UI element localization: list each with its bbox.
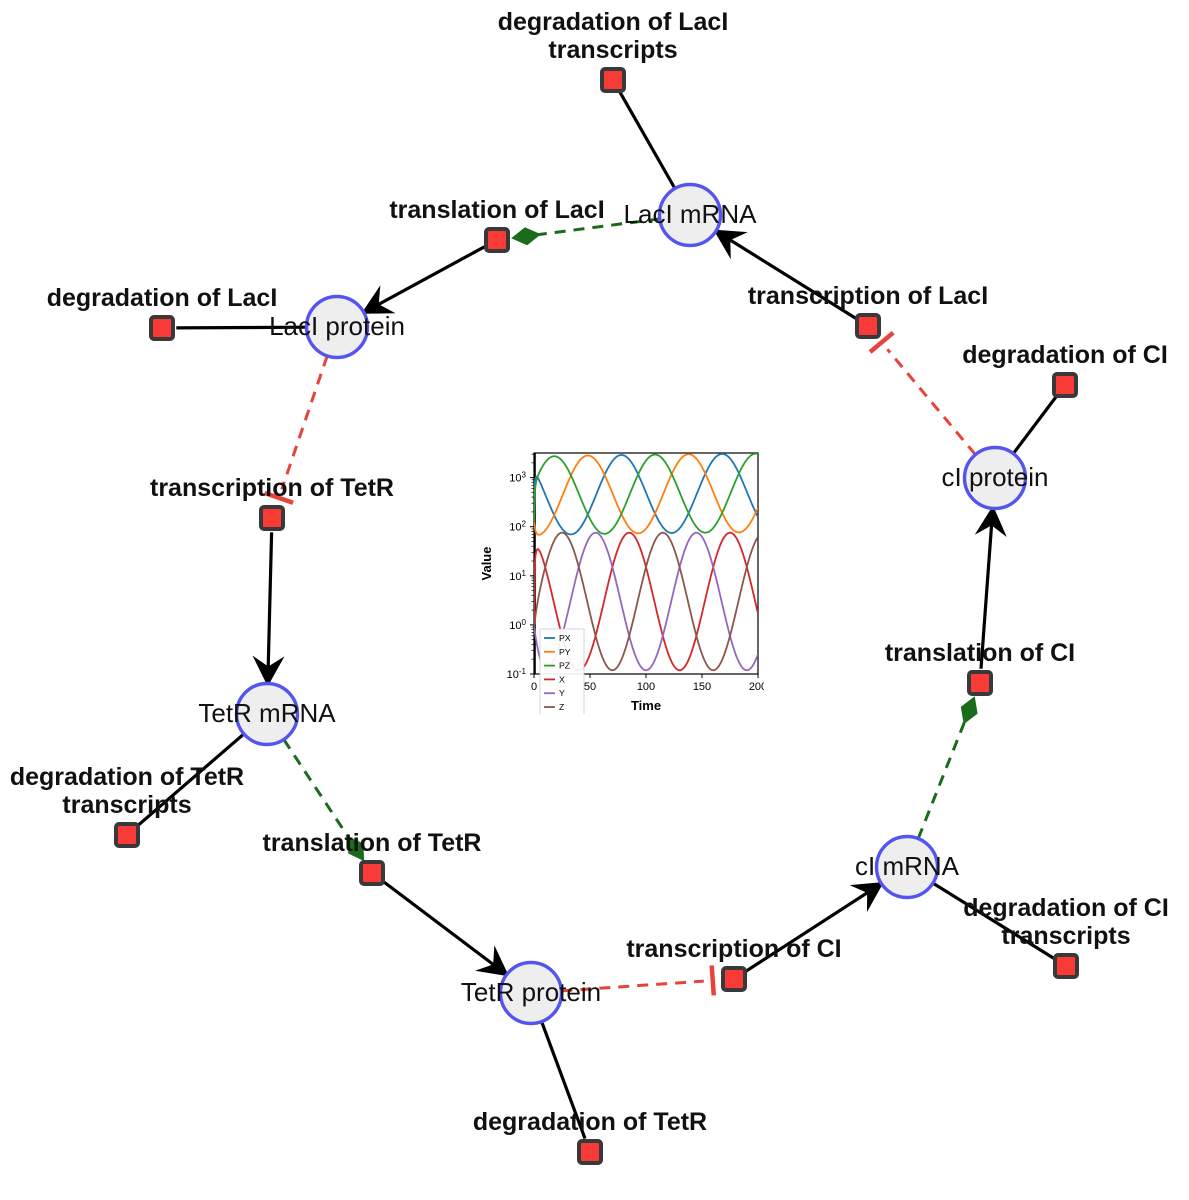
svg-text:50: 50 [584, 681, 596, 693]
svg-text:PY: PY [559, 647, 571, 657]
svg-text:transcription of LacI: transcription of LacI [748, 282, 988, 310]
svg-text:Y: Y [559, 688, 565, 698]
svg-text:X: X [559, 674, 565, 684]
svg-text:PX: PX [559, 633, 571, 643]
svg-text:Time: Time [631, 698, 661, 713]
svg-text:cI mRNA: cI mRNA [855, 851, 960, 881]
svg-text:Z: Z [559, 702, 565, 712]
svg-text:LacI mRNA: LacI mRNA [624, 199, 758, 229]
svg-text:Value: Value [479, 547, 494, 581]
svg-text:translation of TetR: translation of TetR [263, 829, 482, 857]
svg-text:PZ: PZ [559, 661, 571, 671]
svg-text:LacI protein: LacI protein [269, 311, 405, 341]
svg-text:200: 200 [749, 681, 764, 693]
svg-text:150: 150 [693, 681, 711, 693]
svg-text:degradation of TetR: degradation of TetR [473, 1108, 707, 1136]
svg-text:TetR mRNA: TetR mRNA [198, 698, 336, 728]
svg-text:translation of CI: translation of CI [885, 639, 1075, 667]
svg-text:degradation of CI: degradation of CI [963, 894, 1169, 922]
svg-text:degradation of LacI: degradation of LacI [47, 284, 278, 312]
svg-text:cI protein: cI protein [942, 462, 1049, 492]
svg-text:translation of LacI: translation of LacI [389, 196, 604, 224]
svg-text:100: 100 [637, 681, 655, 693]
svg-text:transcription of TetR: transcription of TetR [150, 474, 394, 502]
svg-text:transcription of CI: transcription of CI [626, 935, 841, 963]
svg-text:degradation of TetR: degradation of TetR [10, 763, 244, 791]
svg-text:transcripts: transcripts [62, 791, 191, 819]
svg-text:transcripts: transcripts [548, 36, 677, 64]
svg-text:TetR protein: TetR protein [461, 977, 601, 1007]
svg-text:0: 0 [531, 681, 537, 693]
svg-text:degradation of LacI: degradation of LacI [498, 8, 729, 36]
svg-text:transcripts: transcripts [1001, 922, 1130, 950]
svg-text:degradation of CI: degradation of CI [962, 341, 1168, 369]
